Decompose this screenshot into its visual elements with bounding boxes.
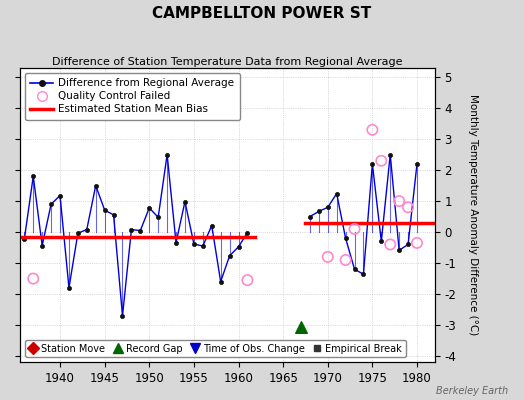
Line: Difference from Regional Average: Difference from Regional Average — [22, 152, 249, 318]
Quality Control Failed — [323, 254, 332, 260]
Point — [297, 324, 305, 330]
Difference from Regional Average — [209, 223, 215, 228]
Difference from Regional Average — [146, 206, 152, 210]
Difference from Regional Average — [39, 243, 45, 248]
Difference from Regional Average — [200, 244, 206, 248]
Difference from Regional Average — [217, 279, 224, 284]
Difference from Regional Average — [66, 286, 72, 290]
Quality Control Failed — [404, 204, 412, 210]
Text: Berkeley Earth: Berkeley Earth — [436, 386, 508, 396]
Difference from Regional Average — [164, 152, 170, 157]
Legend: Station Move, Record Gap, Time of Obs. Change, Empirical Break: Station Move, Record Gap, Time of Obs. C… — [25, 340, 406, 358]
Difference from Regional Average — [119, 313, 126, 318]
Difference from Regional Average — [191, 242, 197, 246]
Difference from Regional Average — [48, 202, 54, 206]
Difference from Regional Average — [244, 230, 250, 235]
Estimated Station Mean Bias — [17, 234, 23, 239]
Difference from Regional Average — [30, 174, 36, 179]
Difference from Regional Average — [226, 253, 233, 258]
Quality Control Failed — [386, 241, 395, 248]
Quality Control Failed — [377, 158, 386, 164]
Difference from Regional Average — [182, 199, 188, 204]
Difference from Regional Average — [173, 240, 179, 245]
Difference from Regional Average — [102, 208, 108, 212]
Difference from Regional Average — [84, 227, 90, 232]
Difference from Regional Average — [93, 183, 99, 188]
Difference from Regional Average — [235, 244, 242, 249]
Difference from Regional Average — [57, 193, 63, 198]
Estimated Station Mean Bias — [253, 234, 259, 239]
Difference from Regional Average — [75, 231, 81, 236]
Quality Control Failed — [243, 277, 252, 283]
Text: CAMPBELLTON POWER ST: CAMPBELLTON POWER ST — [152, 6, 372, 21]
Difference from Regional Average — [128, 227, 135, 232]
Quality Control Failed — [368, 126, 377, 133]
Y-axis label: Monthly Temperature Anomaly Difference (°C): Monthly Temperature Anomaly Difference (… — [467, 94, 477, 336]
Difference from Regional Average — [137, 228, 144, 233]
Quality Control Failed — [413, 240, 421, 246]
Quality Control Failed — [395, 198, 403, 204]
Difference from Regional Average — [111, 212, 117, 217]
Title: Difference of Station Temperature Data from Regional Average: Difference of Station Temperature Data f… — [52, 57, 402, 67]
Quality Control Failed — [342, 257, 350, 263]
Quality Control Failed — [29, 275, 37, 282]
Quality Control Failed — [351, 226, 359, 232]
Difference from Regional Average — [21, 237, 27, 242]
Difference from Regional Average — [155, 215, 161, 220]
